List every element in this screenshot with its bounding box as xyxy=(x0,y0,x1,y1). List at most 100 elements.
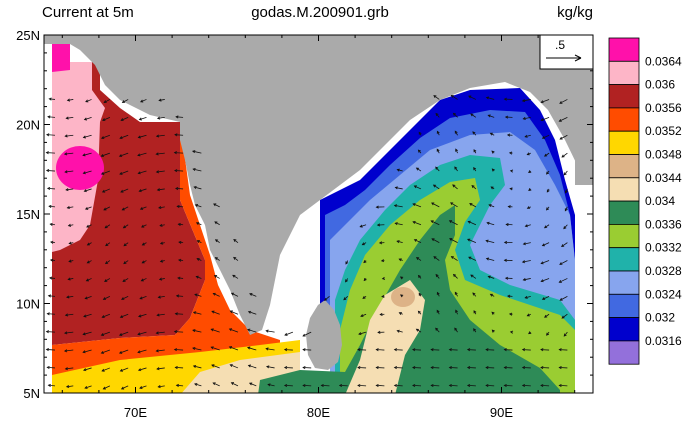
vector-arrow xyxy=(101,349,111,354)
vector-arrow xyxy=(119,331,129,336)
vector-arrow-head xyxy=(194,382,198,386)
vector-arrow-head xyxy=(265,347,269,351)
vector-arrow xyxy=(449,238,458,243)
vector-arrow-head xyxy=(66,205,70,210)
vector-arrow-head xyxy=(101,136,105,140)
vector-arrow-head xyxy=(448,220,453,224)
vector-arrow-head xyxy=(503,258,507,262)
vector-arrow xyxy=(416,167,422,172)
vector-arrow xyxy=(159,99,165,101)
vector-arrow-head xyxy=(503,383,507,388)
vector-arrow xyxy=(140,206,147,210)
vector-arrow xyxy=(302,331,312,337)
vector-arrow-head xyxy=(175,383,180,388)
vector-arrow xyxy=(175,367,184,369)
vector-arrow-head xyxy=(302,366,306,370)
vector-arrow-head xyxy=(433,95,437,99)
vector-arrow xyxy=(232,274,239,279)
vector-arrow xyxy=(544,152,550,157)
vector-arrow-head xyxy=(104,261,109,265)
vector-arrow-head xyxy=(158,277,163,281)
vector-arrow-head xyxy=(472,131,476,135)
vector-arrow xyxy=(559,278,568,283)
colorbar-label-4: 0.0352 xyxy=(645,124,682,138)
vector-arrow-head xyxy=(417,149,421,153)
vector-arrow-head xyxy=(448,348,452,352)
vector-arrow xyxy=(101,170,111,175)
vector-arrow-head xyxy=(343,297,347,301)
vector-arrow-head xyxy=(247,328,251,332)
vector-arrow-head xyxy=(508,312,513,316)
vector-arrow-head xyxy=(159,241,164,245)
vector-arrow-head xyxy=(412,383,416,388)
vector-arrow-head xyxy=(393,383,398,388)
vector-arrow-head xyxy=(543,225,548,229)
vector-arrow xyxy=(103,295,111,300)
vector-arrow-head xyxy=(509,330,514,334)
vector-arrow-head xyxy=(229,364,233,367)
vector-arrow-head xyxy=(283,383,288,388)
vector-arrow-head xyxy=(48,97,52,101)
vector-arrow-head xyxy=(394,222,398,226)
vector-arrow-head xyxy=(435,166,439,170)
vector-arrow xyxy=(230,364,239,369)
vector-arrow xyxy=(433,95,440,100)
vector-arrow-head xyxy=(559,297,563,301)
vector-arrow xyxy=(140,99,147,103)
vector-arrow xyxy=(103,206,111,211)
vector-arrow xyxy=(416,257,422,261)
vector-arrow-head xyxy=(415,328,420,332)
vector-arrow-head xyxy=(466,366,471,370)
vector-arrow xyxy=(192,347,202,351)
vector-arrow-head xyxy=(137,171,141,175)
y-tick-label-0: 5N xyxy=(23,386,40,401)
colorbar-swatch-4 xyxy=(608,130,640,155)
vector-arrow xyxy=(66,385,74,388)
colorbar-swatch-11 xyxy=(608,293,640,318)
vector-arrow-head xyxy=(192,311,197,315)
region-arabian-sea-orangered xyxy=(52,122,280,393)
vector-arrow xyxy=(139,188,147,192)
colorbar-label-12: 0.032 xyxy=(645,311,675,325)
vector-arrow xyxy=(85,206,92,210)
vector-arrow xyxy=(65,367,74,370)
vector-arrow xyxy=(229,328,239,333)
vector-arrow-head xyxy=(214,221,218,225)
vector-arrow-head xyxy=(283,348,288,352)
vector-arrow-head xyxy=(210,328,214,332)
vector-arrow-head xyxy=(521,366,526,370)
vector-arrow-head xyxy=(68,259,72,263)
y-tick-label-3: 20N xyxy=(16,118,40,133)
vector-arrow-head xyxy=(430,383,434,388)
vector-arrow-head xyxy=(393,348,398,352)
vector-arrow xyxy=(137,152,147,156)
vector-arrow-head xyxy=(118,154,123,157)
vector-arrow-head xyxy=(380,259,385,263)
vector-arrow-head xyxy=(192,168,196,172)
vector-arrow xyxy=(486,97,495,100)
vector-arrow xyxy=(358,331,367,335)
vector-arrow-head xyxy=(67,277,71,281)
vector-arrow-head xyxy=(559,136,563,140)
vector-arrow-head xyxy=(448,383,452,388)
vector-arrow xyxy=(541,99,550,103)
vector-arrow xyxy=(212,382,220,387)
y-tick-label-4: 25N xyxy=(16,28,40,43)
x-tick-label-2: 90E xyxy=(490,405,513,420)
vector-arrow-head xyxy=(210,346,214,350)
vector-arrow xyxy=(233,257,239,261)
vector-arrow-head xyxy=(83,314,87,318)
colorbar-swatch-1 xyxy=(608,60,640,85)
vector-arrow-head xyxy=(140,278,144,282)
vector-arrow-head xyxy=(103,207,107,211)
vector-arrow xyxy=(525,295,531,299)
vector-arrow-head xyxy=(211,364,215,368)
vector-arrow-head xyxy=(195,275,199,279)
vector-arrow-head xyxy=(195,222,200,225)
vector-arrow-head xyxy=(45,330,49,334)
vector-arrow-head xyxy=(118,350,123,354)
vector-arrow-head xyxy=(86,242,90,246)
vector-arrow-head xyxy=(488,204,492,208)
vector-arrow xyxy=(121,385,129,390)
vector-arrow-head xyxy=(66,295,70,299)
